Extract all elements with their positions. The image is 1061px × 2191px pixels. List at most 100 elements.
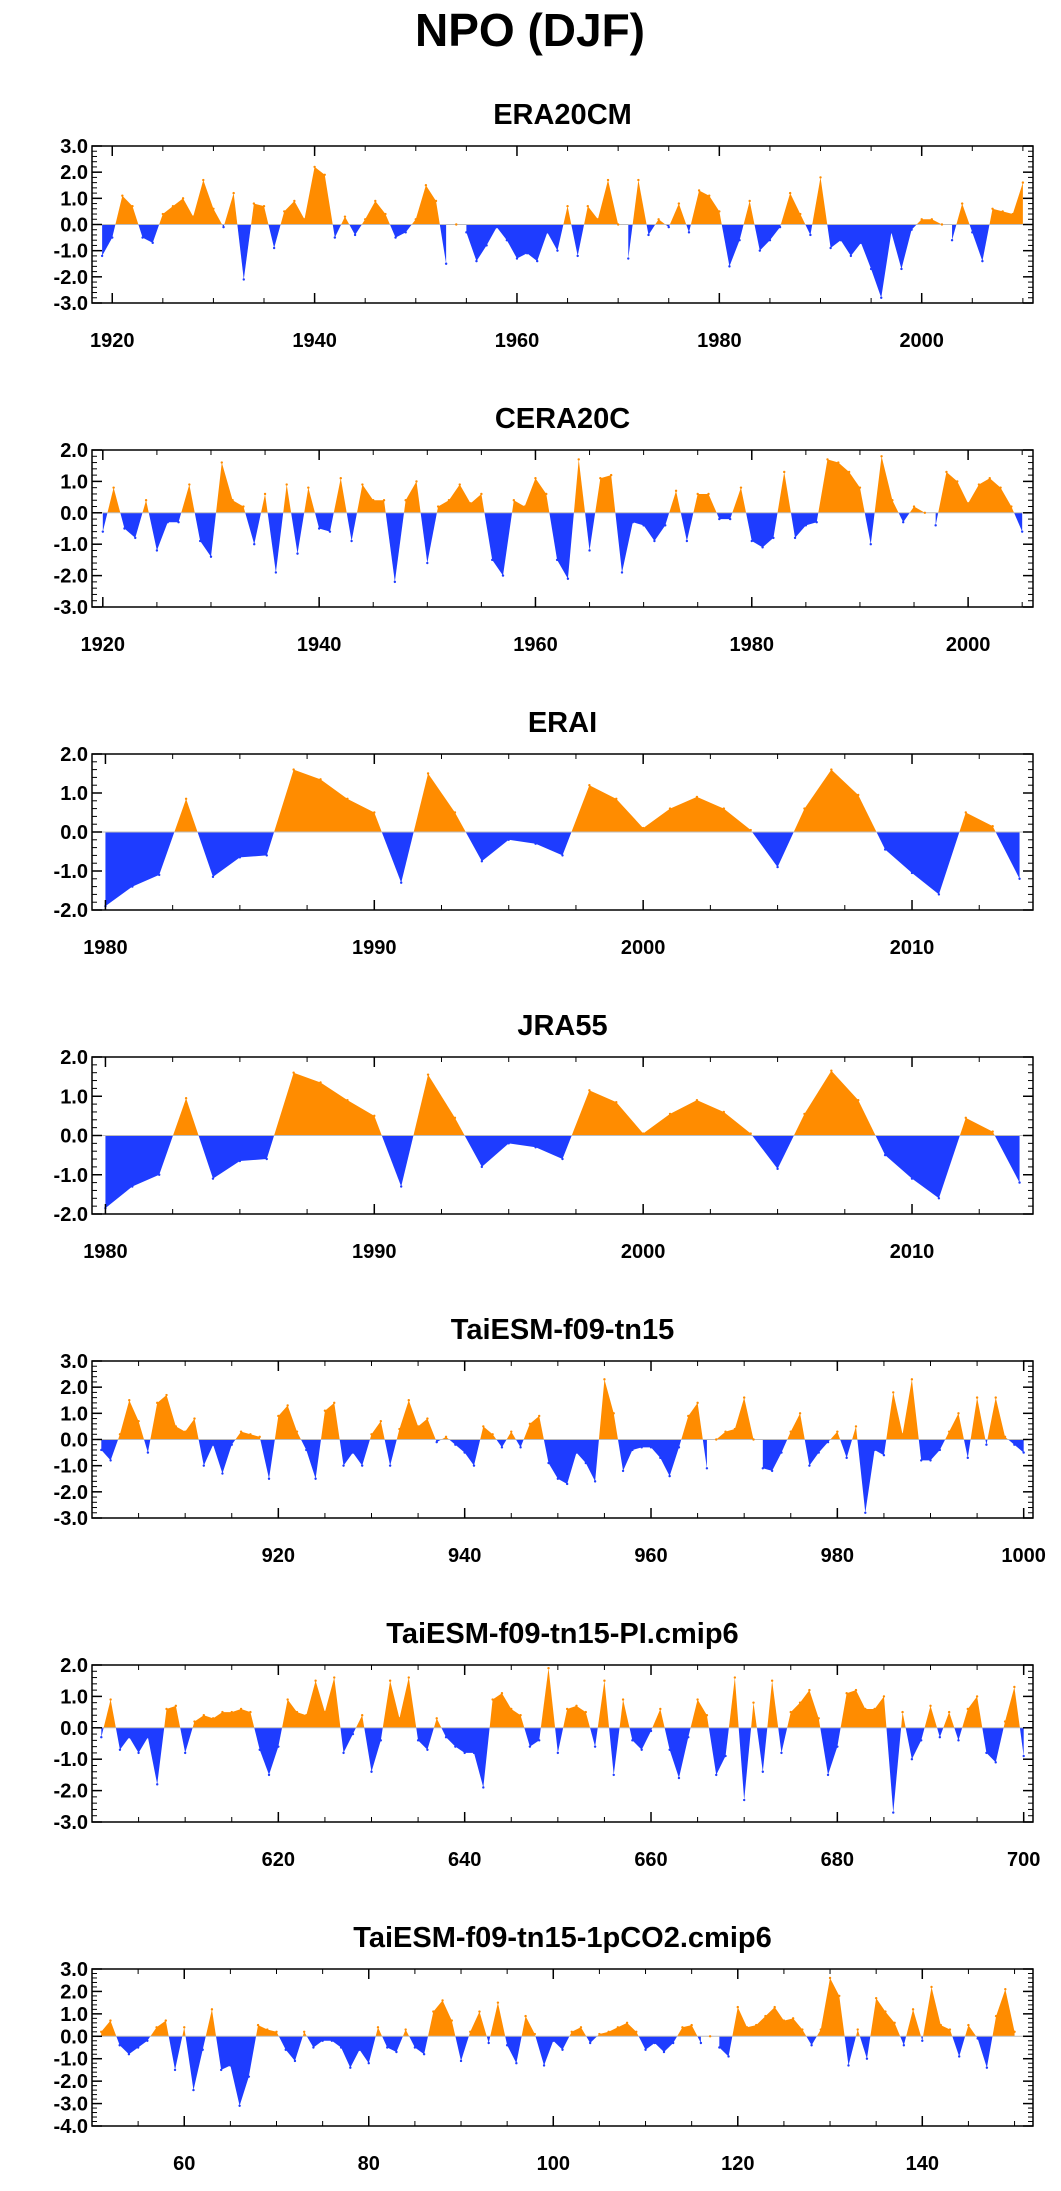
y-tick-label: 3.0	[60, 136, 88, 158]
data-point	[901, 1710, 904, 1714]
data-point	[487, 2041, 490, 2045]
data-point	[687, 1414, 690, 1418]
x-tick-label: 60	[173, 2153, 195, 2175]
data-point	[360, 1464, 364, 1467]
data-point	[174, 1425, 178, 1428]
positive-area-16	[428, 2000, 456, 2037]
positive-area-1	[118, 1400, 145, 1440]
y-tick-label: 1.0	[60, 471, 88, 493]
negative-area-6	[237, 224, 252, 280]
data-point	[606, 178, 610, 182]
negative-area-2	[198, 1135, 275, 1179]
negative-area-32	[756, 1727, 768, 1772]
data-point	[478, 2010, 481, 2013]
data-point	[1018, 877, 1021, 880]
data-point	[930, 218, 934, 221]
x-tick-label: 1960	[495, 330, 540, 352]
data-point	[510, 1707, 513, 1711]
data-point	[847, 470, 851, 474]
data-point	[171, 204, 175, 208]
data-point	[556, 249, 559, 252]
data-point	[873, 1448, 876, 1452]
data-point	[991, 1130, 994, 1133]
data-point	[882, 1454, 886, 1457]
positive-area-37	[945, 1413, 964, 1440]
data-point	[910, 871, 914, 875]
data-point	[803, 807, 806, 810]
negative-area-5	[185, 2036, 206, 2091]
data-point	[696, 492, 699, 496]
positive-area-22	[521, 2016, 536, 2037]
data-point	[393, 580, 397, 584]
negative-area-30	[721, 224, 744, 267]
data-point	[458, 483, 461, 486]
positive-area-37	[818, 459, 865, 513]
data-point	[764, 2014, 767, 2018]
data-point	[317, 527, 321, 530]
data-point	[803, 1112, 806, 1116]
data-point	[1004, 1987, 1007, 1991]
data-point	[883, 1153, 887, 1157]
data-point	[198, 539, 202, 543]
data-point	[528, 1745, 532, 1748]
data-point	[404, 2028, 407, 2031]
data-point	[399, 881, 403, 884]
data-point	[599, 477, 602, 480]
data-point	[849, 254, 853, 258]
data-point	[627, 257, 630, 260]
data-point	[333, 236, 337, 239]
data-point	[253, 543, 256, 546]
negative-area-37	[859, 2036, 871, 2059]
data-point	[708, 194, 711, 197]
negative-area-0	[101, 1439, 119, 1461]
data-point	[566, 204, 569, 208]
data-point	[884, 2010, 887, 2013]
data-point	[249, 1710, 252, 1714]
positive-area-5	[224, 193, 238, 225]
data-point	[211, 1177, 215, 1180]
data-point	[778, 225, 782, 229]
negative-area-8	[245, 512, 261, 545]
data-point	[967, 2023, 970, 2027]
data-point	[100, 1736, 103, 1739]
data-point	[864, 1511, 867, 1514]
data-point	[1013, 1443, 1016, 1446]
data-point	[342, 1464, 345, 1467]
data-point	[644, 2048, 647, 2051]
data-point	[416, 1739, 420, 1742]
data-point	[277, 1745, 280, 1748]
y-tick-label: 1.0	[60, 783, 88, 805]
data-point	[382, 499, 386, 502]
data-point	[817, 1451, 820, 1454]
data-point	[424, 184, 428, 187]
y-tick-label: -1.0	[54, 534, 88, 556]
data-point	[230, 1710, 233, 1714]
data-point	[715, 1773, 718, 1777]
y-tick-label: -1.0	[54, 2049, 88, 2071]
positive-area-13	[304, 487, 315, 513]
data-point	[783, 470, 786, 474]
x-tick-label: 660	[634, 1849, 667, 1871]
data-point	[100, 2030, 103, 2034]
data-point	[415, 480, 418, 483]
negative-area-20	[515, 1439, 524, 1448]
y-tick-label: 0.0	[60, 215, 88, 237]
positive-area-42	[923, 1986, 953, 2037]
plot-frame	[91, 449, 1034, 608]
positive-area-3	[164, 1705, 181, 1728]
data-point	[512, 499, 516, 502]
data-point	[395, 2050, 398, 2054]
data-point	[902, 521, 905, 524]
data-point	[584, 1461, 587, 1465]
data-point	[221, 1710, 224, 1714]
y-tick-label: 0.0	[60, 1430, 88, 1452]
data-point	[773, 2005, 776, 2009]
data-point	[342, 1751, 345, 1755]
data-point	[742, 1798, 746, 1802]
data-point	[480, 1165, 484, 1169]
x-tick-label: 1940	[292, 330, 337, 352]
negative-area-28	[762, 1439, 788, 1471]
data-point	[728, 517, 732, 521]
data-point	[609, 473, 613, 477]
negative-area-34	[805, 224, 813, 235]
